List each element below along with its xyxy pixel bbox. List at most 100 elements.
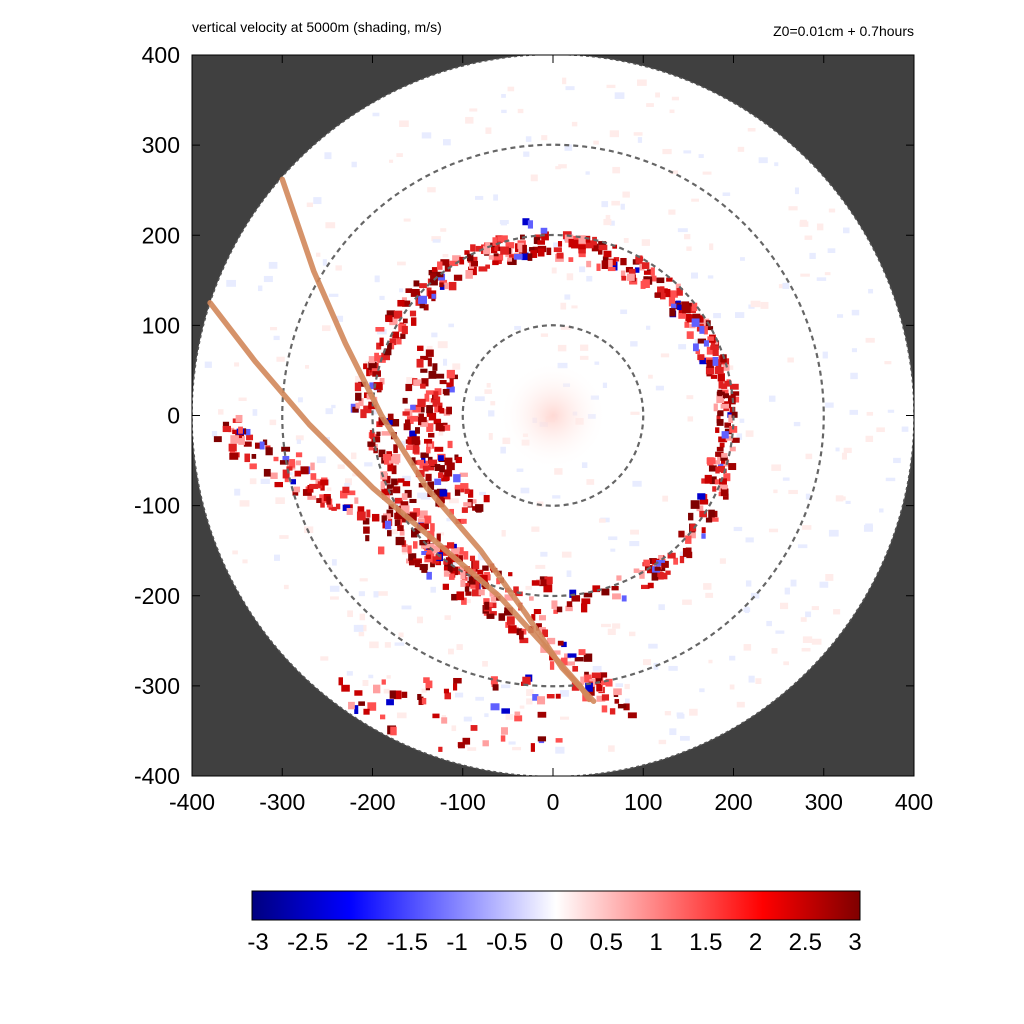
updraft-cell [381, 352, 391, 361]
updraft-cell [425, 349, 434, 357]
updraft-cell [432, 400, 438, 407]
updraft-cell [443, 566, 451, 571]
updraft-cell [544, 576, 553, 585]
speckle-cell [373, 591, 379, 598]
updraft-cell [386, 310, 395, 318]
speckle-cell [519, 705, 525, 709]
updraft-cell [415, 427, 420, 434]
speckle-cell [398, 632, 404, 638]
speckle-cell [793, 421, 801, 427]
updraft-cell [572, 665, 579, 672]
updraft-cell [447, 564, 453, 573]
updraft-cell [439, 282, 444, 288]
speckle-cell [559, 716, 570, 720]
speckle-cell [566, 570, 572, 577]
speckle-cell [637, 79, 647, 86]
updraft-cell [547, 637, 556, 645]
updraft-cell [418, 696, 424, 706]
updraft-cell [639, 261, 645, 271]
speckle-cell [328, 293, 339, 297]
speckle-cell [750, 300, 761, 308]
updraft-cell [441, 717, 448, 724]
updraft-cell [592, 672, 601, 679]
updraft-cell [705, 517, 713, 523]
speckle-cell [689, 708, 698, 716]
updraft-cell [424, 515, 432, 524]
speckle-cell [750, 592, 760, 599]
updraft-cell [413, 379, 422, 386]
updraft-cell [598, 248, 603, 255]
updraft-cell [613, 257, 620, 262]
updraft-cell [458, 555, 463, 562]
updraft-cell [477, 569, 484, 575]
x-tick-label: 300 [805, 789, 843, 815]
updraft-cell [387, 342, 392, 350]
speckle-cell [811, 606, 819, 611]
speckle-cell [801, 647, 811, 652]
updraft-cell [555, 693, 561, 699]
updraft-cell [316, 498, 322, 504]
updraft-cell [710, 345, 719, 350]
speckle-cell [283, 584, 289, 590]
speckle-cell [401, 440, 406, 447]
updraft-cell [354, 382, 362, 392]
speckle-cell [347, 610, 353, 618]
speckle-cell [523, 151, 530, 157]
updraft-cell [611, 585, 619, 591]
y-tick-label: 200 [142, 222, 180, 248]
speckle-cell [827, 248, 836, 253]
speckle-cell [335, 315, 344, 322]
updraft-cell [718, 381, 724, 389]
updraft-cell [355, 392, 362, 401]
speckle-cell [475, 696, 485, 701]
updraft-cell [530, 250, 538, 258]
downdraft-cell [721, 431, 729, 439]
updraft-cell [408, 560, 415, 566]
updraft-cell [407, 545, 412, 554]
updraft-cell [382, 513, 391, 520]
updraft-cell [675, 283, 681, 291]
speckle-cell [737, 146, 745, 152]
speckle-cell [552, 495, 561, 499]
updraft-cell [449, 508, 454, 515]
colorbar-tick-label: -0.5 [486, 929, 527, 956]
updraft-cell [401, 517, 410, 523]
downdraft-cell [567, 653, 577, 658]
updraft-cell [583, 592, 593, 598]
downdraft-cell [585, 682, 593, 692]
speckle-cell [295, 435, 304, 441]
speckle-cell [620, 309, 628, 315]
updraft-cell [270, 472, 278, 479]
updraft-cell [372, 436, 381, 443]
speckle-cell [816, 223, 824, 231]
speckle-cell [836, 314, 844, 318]
updraft-cell [319, 494, 328, 503]
updraft-cell [419, 564, 428, 571]
updraft-cell [423, 438, 433, 444]
updraft-cell [433, 489, 441, 496]
speckle-cell [443, 358, 448, 366]
updraft-cell [363, 405, 372, 414]
updraft-cell [412, 445, 420, 454]
updraft-cell [381, 489, 390, 496]
updraft-cell [492, 684, 499, 691]
updraft-cell [410, 415, 419, 422]
updraft-cell [492, 237, 497, 246]
updraft-cell [310, 462, 315, 471]
updraft-cell [717, 466, 725, 473]
updraft-cell [718, 436, 728, 443]
updraft-cell [685, 535, 692, 544]
updraft-cell [728, 414, 734, 424]
updraft-cell [668, 297, 676, 307]
speckle-cell [269, 419, 277, 426]
updraft-cell [400, 505, 410, 514]
updraft-cell [578, 252, 586, 258]
speckle-cell [579, 266, 586, 273]
updraft-cell [358, 398, 364, 407]
updraft-cell [678, 307, 685, 314]
updraft-cell [379, 377, 385, 385]
speckle-cell [397, 261, 406, 266]
downdraft-cell [701, 533, 706, 539]
downdraft-cell [514, 253, 523, 260]
updraft-cell [393, 444, 398, 454]
